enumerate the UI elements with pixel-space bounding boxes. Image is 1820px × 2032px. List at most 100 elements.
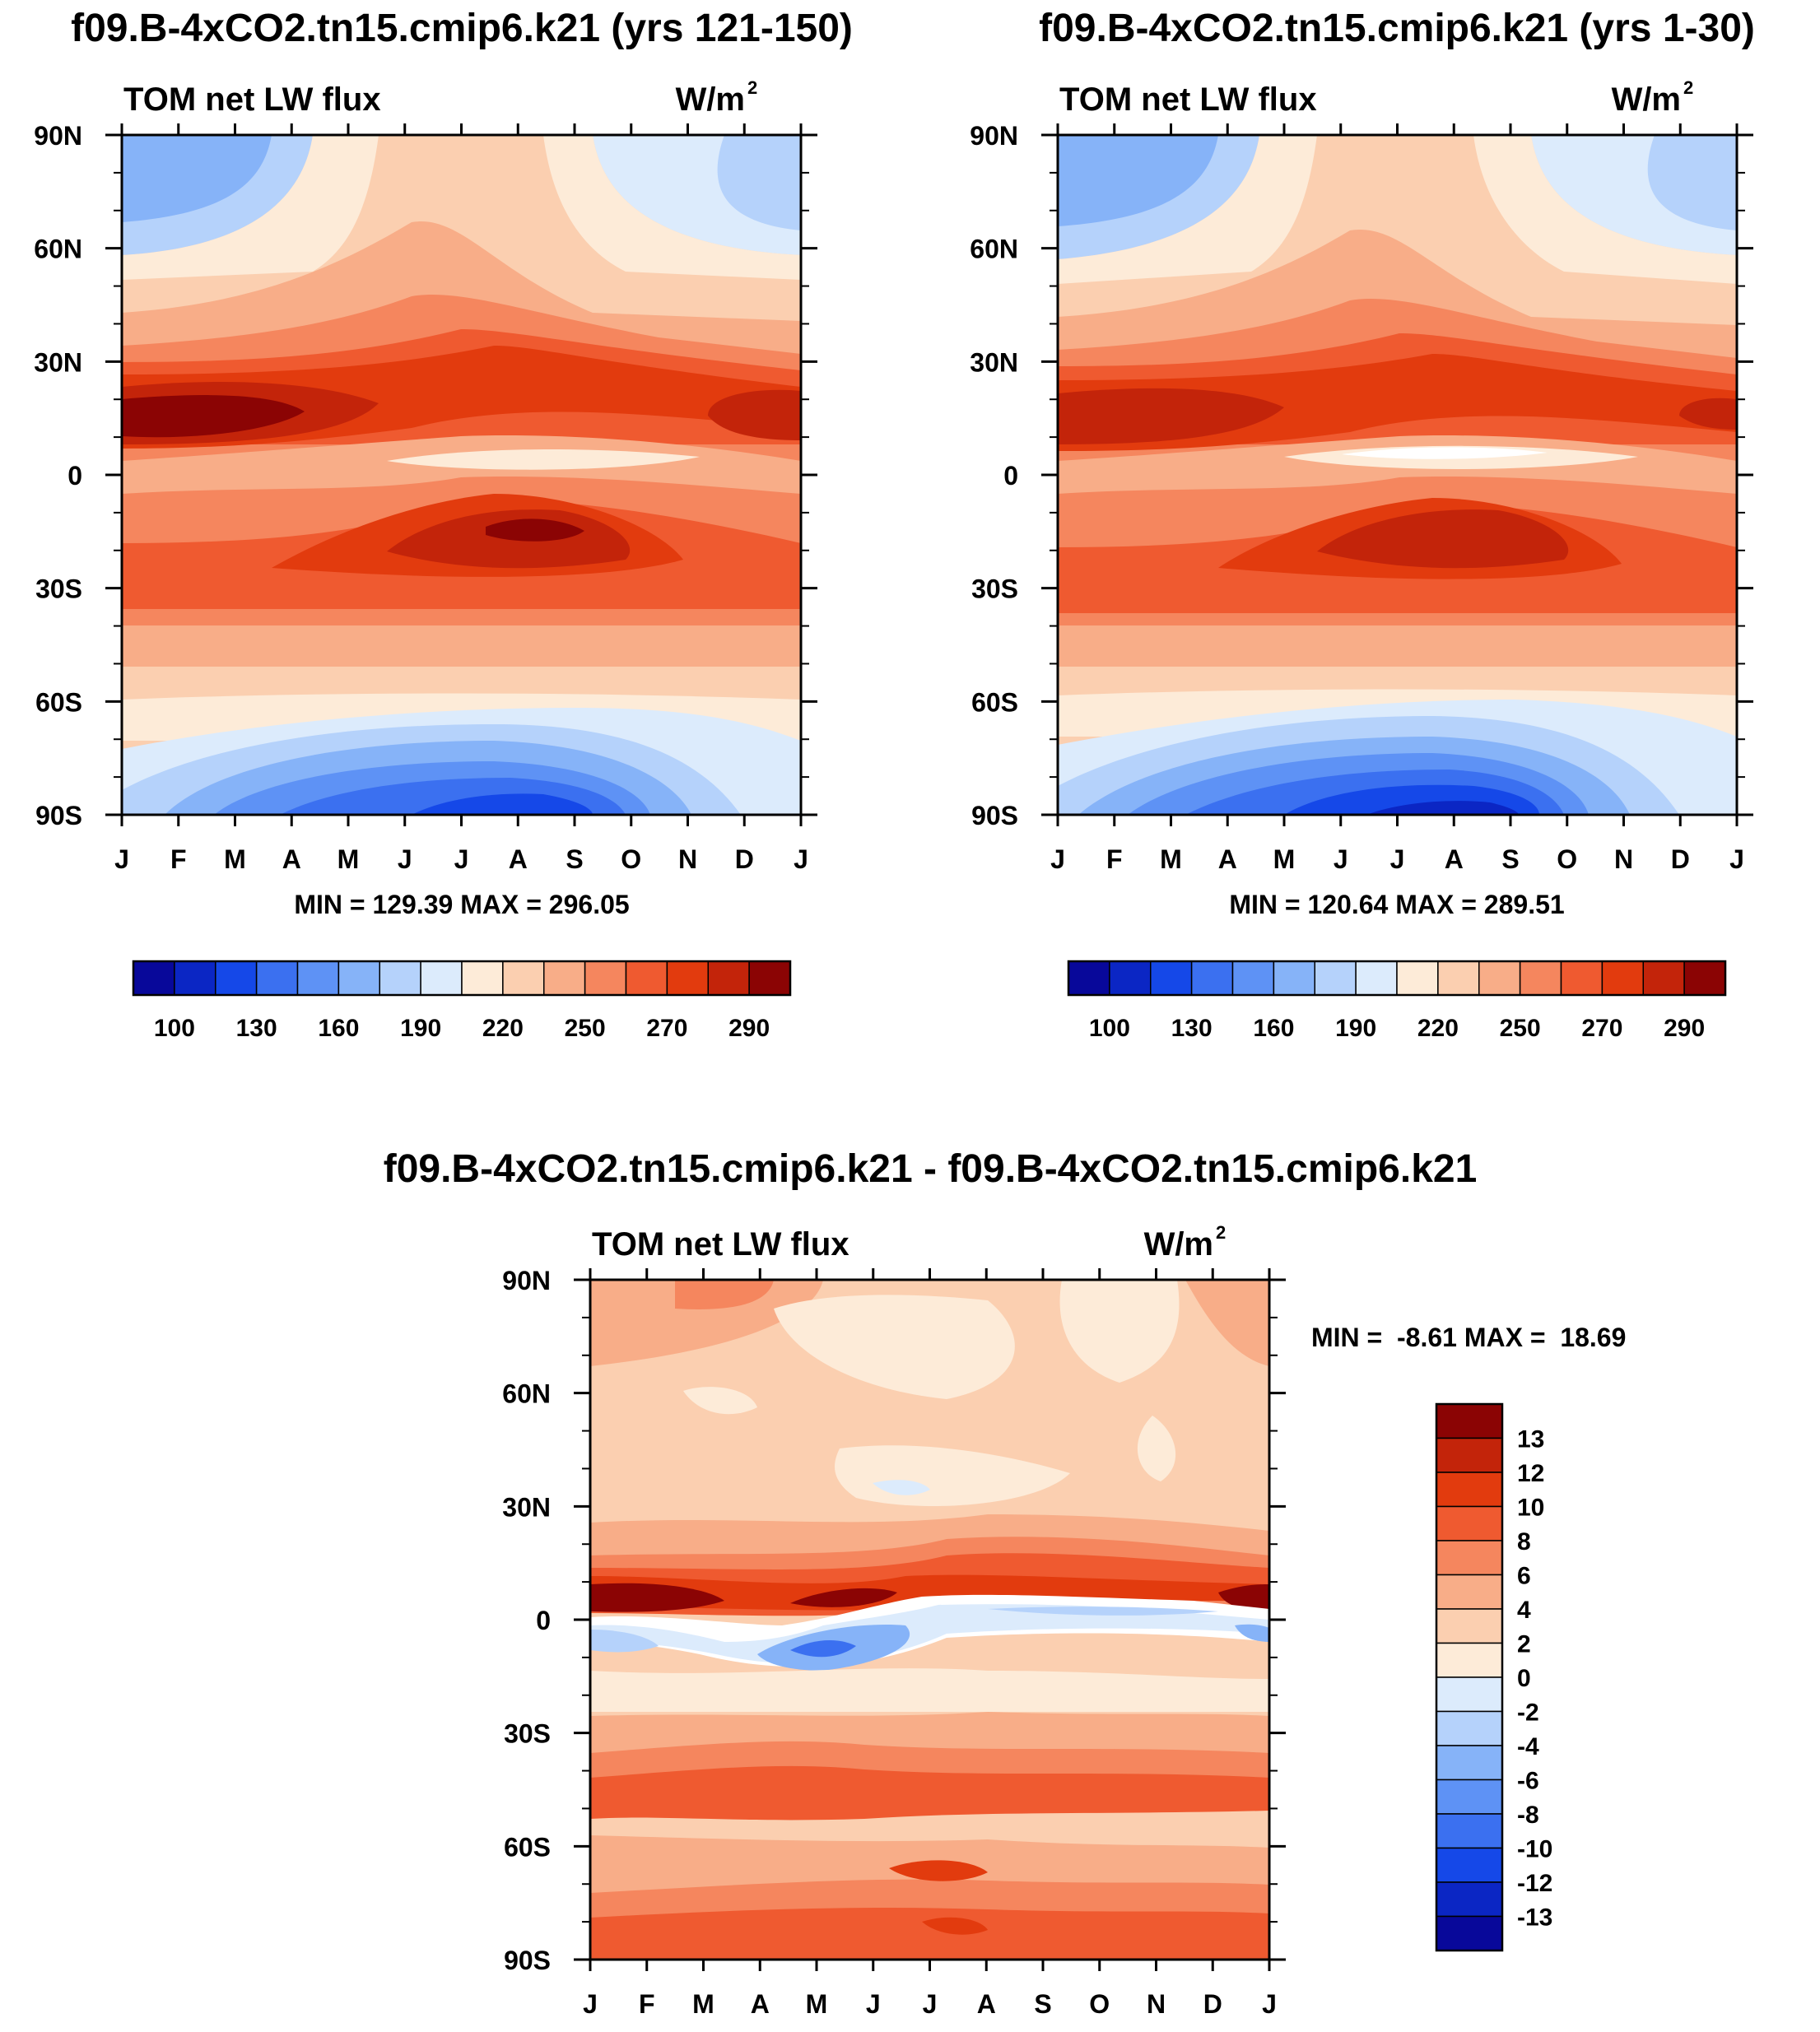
diff-n-cream2	[1059, 1280, 1180, 1383]
diff-colorbar-swatch	[1436, 1779, 1503, 1815]
diff-colorbar-label: 2	[1517, 1631, 1531, 1658]
right-np-blue4	[1647, 135, 1737, 230]
left-colorbar-swatch	[337, 960, 380, 996]
diff-contour-field	[590, 1280, 1269, 1960]
right-colorbar-frame	[1067, 960, 1727, 997]
diff-subtitle: TOM net LW flux	[592, 1226, 849, 1262]
left-axis-ticks: J F M A M J J A S O N D J 90N 60N 30N 0 30S 60S 90S	[34, 121, 817, 874]
diff-panel: J F M A M J J A S O N D J 90N 60N 30N 0 30S 60S 90S TOM net…	[502, 1222, 1626, 2019]
diff-n-cream5	[1137, 1416, 1176, 1481]
left-xtick-label: D	[735, 844, 754, 874]
left-ytick-label: 30N	[34, 347, 82, 377]
right-colorbar-swatch	[1683, 960, 1726, 996]
diff-xtick-label: N	[1147, 1989, 1166, 2019]
right-xtick-label: J	[1334, 844, 1348, 874]
diff-sm-4	[889, 1860, 988, 1881]
left-colorbar-frame	[132, 960, 792, 997]
diff-colorbar-label: -2	[1517, 1700, 1539, 1727]
right-ytick-label: 30S	[971, 574, 1018, 604]
diff-colorbar-swatch	[1436, 1403, 1503, 1439]
left-units-exp: 2	[747, 77, 757, 98]
diff-ytick-label: 60S	[504, 1832, 551, 1862]
left-colorbar-swatch	[174, 960, 216, 996]
diff-colorbar-label: 10	[1517, 1495, 1544, 1522]
diff-st-3	[590, 1765, 1269, 1820]
right-colorbar-swatch	[1068, 960, 1110, 996]
diff-n-cream3	[683, 1387, 757, 1415]
right-colorbar-swatch	[1109, 960, 1152, 996]
left-colorbar-swatch	[666, 960, 709, 996]
right-ytick-label: 90N	[970, 121, 1018, 151]
diff-colorbar-label: -4	[1517, 1733, 1539, 1760]
right-colorbar-swatch	[1519, 960, 1562, 996]
diff-colorbar-swatch	[1436, 1710, 1503, 1746]
diff-colorbar-swatch	[1436, 1813, 1503, 1849]
right-axis-ticks: J F M A M J J A S O N D J 90N 60N 30N 0 30S 60S 90S	[970, 121, 1753, 874]
diff-sub-max1	[590, 1583, 724, 1612]
right-smid-2	[1058, 667, 1737, 695]
left-xtick-label: M	[337, 844, 360, 874]
left-colorbar-swatch	[133, 960, 175, 996]
diff-ytick-label: 90N	[502, 1266, 551, 1295]
diff-xtick-label: O	[1089, 1989, 1110, 2019]
left-xtick-label: A	[282, 844, 301, 874]
right-xtick-label: D	[1671, 844, 1690, 874]
right-band-6	[1679, 398, 1737, 430]
diff-n-2	[675, 1280, 774, 1309]
left-colorbar-swatch	[296, 960, 340, 996]
diff-colorbar-label: 13	[1517, 1426, 1544, 1453]
right-xtick-label: J	[1390, 844, 1405, 874]
left-eq-2	[387, 449, 700, 470]
diff-colorbar-swatch	[1436, 1472, 1503, 1508]
diff-ytick-label: 0	[536, 1606, 551, 1635]
diff-xtick-label: J	[1262, 1989, 1277, 2019]
diff-colorbar-swatch	[1436, 1437, 1503, 1473]
right-colorbar-swatch	[1150, 960, 1193, 996]
left-colorbar-swatch	[379, 960, 421, 996]
diff-colorbar-swatch	[1436, 1574, 1503, 1610]
left-colorbar-label: 160	[318, 1015, 359, 1042]
diff-xtick-label: M	[692, 1989, 715, 2019]
left-colorbar-label: 190	[400, 1015, 441, 1042]
diff-colorbar: 13 12 10 8 6 4 2 0 -2 -4 -6 -8 -10 -12 -13	[1435, 1402, 1552, 1952]
right-colorbar-swatch	[1560, 960, 1604, 996]
right-colorbar-label: 190	[1335, 1015, 1376, 1042]
diff-ytick-label: 30N	[502, 1492, 551, 1522]
left-plot-title: f09.B-4xCO2.tn15.cmip6.k21 (yrs 121-150)	[71, 7, 853, 50]
left-smid-1	[122, 625, 801, 667]
left-xtick-label: J	[398, 844, 412, 874]
left-colorbar-swatch	[215, 960, 258, 996]
right-ytick-label: 30N	[970, 347, 1018, 377]
diff-colorbar-swatch	[1436, 1540, 1503, 1576]
left-colorbar-label: 130	[236, 1015, 277, 1042]
right-ytick-label: 0	[1003, 461, 1018, 491]
right-colorbar-swatch	[1396, 960, 1439, 996]
diff-sm-3	[590, 1908, 1269, 1960]
right-colorbar-swatch	[1642, 960, 1685, 996]
left-colorbar-swatch	[420, 960, 463, 996]
diff-colorbar-label: -8	[1517, 1802, 1539, 1829]
right-xtick-label: N	[1614, 844, 1633, 874]
right-smid-1	[1058, 625, 1737, 667]
right-units: W/m	[1612, 81, 1681, 118]
diff-sub-max3	[1218, 1584, 1269, 1610]
right-colorbar-swatch	[1601, 960, 1644, 996]
left-contour-field	[122, 135, 801, 815]
left-xtick-label: O	[621, 844, 641, 874]
diff-colorbar-label: -6	[1517, 1768, 1539, 1795]
diff-n-3	[1185, 1280, 1269, 1366]
diff-colorbar-label: -10	[1517, 1836, 1552, 1863]
left-xtick-label: J	[114, 844, 129, 874]
diff-colorbar-swatch	[1436, 1847, 1503, 1883]
diff-colorbar-swatch	[1436, 1642, 1503, 1678]
right-xtick-label: S	[1501, 844, 1519, 874]
left-colorbar-swatch	[543, 960, 586, 996]
left-minmax: MIN = 129.39 MAX = 296.05	[294, 890, 629, 919]
left-xtick-label: M	[224, 844, 246, 874]
right-minmax: MIN = 120.64 MAX = 289.51	[1229, 890, 1564, 919]
diff-colorbar-label: 8	[1517, 1528, 1531, 1555]
diff-xtick-label: J	[866, 1989, 881, 2019]
diff-n-blue	[873, 1480, 930, 1495]
diff-xtick-label: A	[751, 1989, 770, 2019]
